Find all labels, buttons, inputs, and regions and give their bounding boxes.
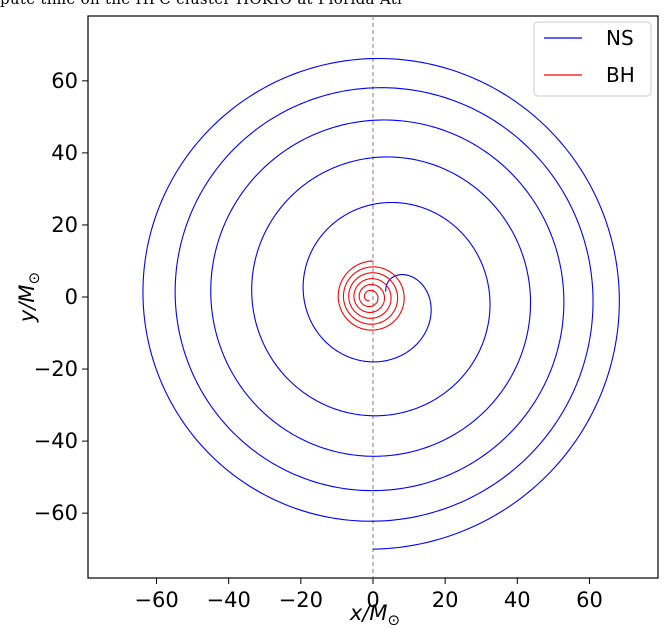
y-axis: −60 −40 −20 0 20 40 60 [34, 69, 88, 525]
series-bh-line [337, 260, 405, 331]
series-ns-line [142, 57, 620, 550]
y-tick-label: −60 [34, 501, 78, 525]
legend-label-ns: NS [606, 26, 634, 50]
x-axis: −60 −40 −20 0 20 40 60 [134, 578, 603, 612]
y-tick-label: −20 [34, 357, 78, 381]
legend: NS BH [533, 21, 652, 97]
y-tick-label: 40 [51, 141, 78, 165]
x-tick-label: 20 [432, 588, 459, 612]
y-tick-label: 20 [51, 213, 78, 237]
x-tick-label: −40 [207, 588, 251, 612]
x-axis-label: x/M⊙ [349, 601, 400, 628]
series-layer [142, 57, 620, 550]
legend-box [533, 21, 652, 97]
y-tick-label: 0 [65, 285, 78, 309]
x-tick-label: 0 [366, 588, 379, 612]
y-tick-label: −40 [34, 429, 78, 453]
x-tick-label: −60 [134, 588, 178, 612]
x-tick-label: 40 [504, 588, 531, 612]
y-axis-label: y/M⊙ [15, 272, 43, 323]
legend-label-bh: BH [606, 63, 635, 87]
clipped-header-text: pute time on the HPC cluster HOKIO at Fl… [0, 0, 672, 12]
x-tick-label: −20 [279, 588, 323, 612]
y-tick-label: 60 [51, 69, 78, 93]
x-tick-label: 60 [576, 588, 603, 612]
